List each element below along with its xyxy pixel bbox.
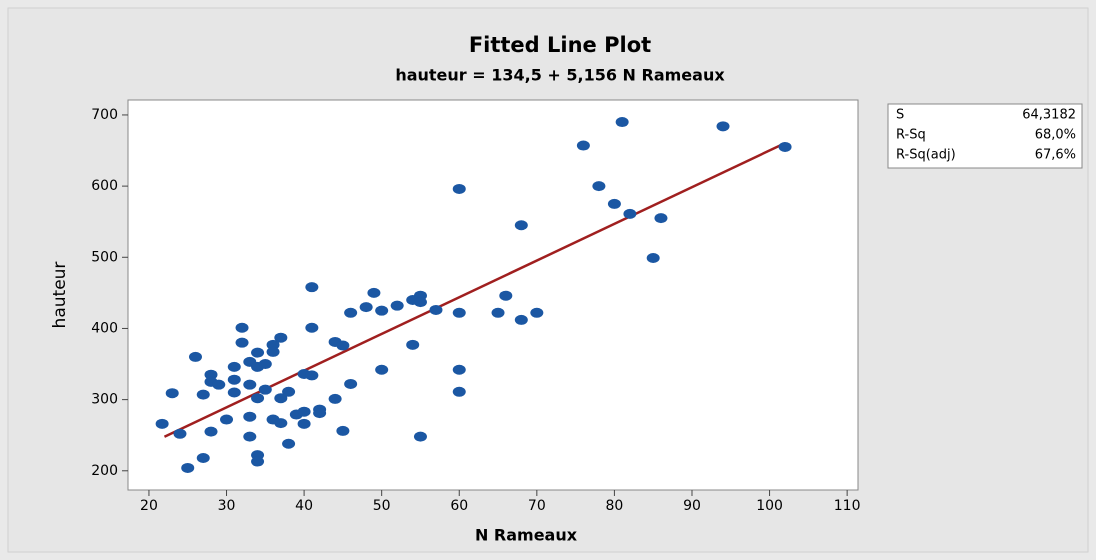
point xyxy=(530,307,544,318)
point xyxy=(375,364,389,375)
point xyxy=(196,389,210,400)
point xyxy=(413,297,427,308)
point xyxy=(227,387,241,398)
point xyxy=(251,393,265,404)
point xyxy=(235,337,249,348)
point xyxy=(592,181,606,192)
point xyxy=(297,418,311,429)
point xyxy=(274,393,288,404)
point xyxy=(313,408,327,419)
point xyxy=(235,322,249,333)
point xyxy=(297,406,311,417)
point xyxy=(188,351,202,362)
point xyxy=(452,386,466,397)
point xyxy=(413,431,427,442)
chart-title: Fitted Line Plot xyxy=(469,33,651,57)
y-tick-label: 400 xyxy=(91,320,118,336)
point xyxy=(452,183,466,194)
y-tick-label: 300 xyxy=(91,392,118,408)
point xyxy=(155,418,169,429)
point xyxy=(375,305,389,316)
stat-name: R-Sq xyxy=(896,128,926,143)
point xyxy=(654,213,668,224)
x-tick-label: 90 xyxy=(683,498,701,514)
y-tick-label: 700 xyxy=(91,107,118,123)
point xyxy=(220,414,234,425)
point xyxy=(514,314,528,325)
y-tick-label: 500 xyxy=(91,249,118,265)
point xyxy=(266,346,280,357)
point xyxy=(406,339,420,350)
point xyxy=(452,364,466,375)
point xyxy=(499,290,513,301)
stat-value: 64,3182 xyxy=(1022,108,1076,123)
point xyxy=(716,121,730,132)
point xyxy=(390,300,404,311)
x-tick-label: 50 xyxy=(373,498,391,514)
point xyxy=(491,307,505,318)
point xyxy=(196,452,210,463)
stat-name: R-Sq(adj) xyxy=(896,148,956,163)
stats-box xyxy=(887,103,1083,169)
point xyxy=(607,198,621,209)
point xyxy=(173,428,187,439)
point xyxy=(258,359,272,370)
x-tick-label: 40 xyxy=(295,498,313,514)
chart-subtitle: hauteur = 134,5 + 5,156 N Rameaux xyxy=(395,66,725,85)
point xyxy=(243,379,257,390)
point xyxy=(336,425,350,436)
point xyxy=(336,340,350,351)
point xyxy=(344,307,358,318)
y-axis-label: hauteur xyxy=(50,262,70,329)
point xyxy=(274,418,288,429)
point xyxy=(367,287,381,298)
point xyxy=(227,374,241,385)
point xyxy=(359,302,373,313)
point xyxy=(623,208,637,219)
point xyxy=(251,347,265,358)
point xyxy=(305,282,319,293)
x-tick-label: 70 xyxy=(528,498,546,514)
point xyxy=(305,370,319,381)
point xyxy=(251,456,265,467)
point xyxy=(274,332,288,343)
point xyxy=(778,141,792,152)
point xyxy=(615,117,629,128)
x-tick-label: 80 xyxy=(605,498,623,514)
point xyxy=(165,388,179,399)
point xyxy=(258,384,272,395)
x-axis-label: N Rameaux xyxy=(475,526,578,545)
point xyxy=(243,431,257,442)
point xyxy=(212,379,226,390)
point xyxy=(282,386,296,397)
point xyxy=(305,322,319,333)
y-tick-label: 600 xyxy=(91,178,118,194)
point xyxy=(646,252,660,263)
point xyxy=(227,361,241,372)
point xyxy=(243,411,257,422)
point xyxy=(266,339,280,350)
point xyxy=(204,426,218,437)
x-tick-label: 20 xyxy=(140,498,158,514)
stat-value: 68,0% xyxy=(1035,128,1076,143)
point xyxy=(514,220,528,231)
x-tick-label: 60 xyxy=(450,498,468,514)
point xyxy=(576,140,590,151)
y-tick-label: 200 xyxy=(91,463,118,479)
x-tick-label: 110 xyxy=(834,498,861,514)
point xyxy=(204,369,218,380)
point xyxy=(452,307,466,318)
x-tick-label: 30 xyxy=(218,498,236,514)
stat-value: 67,6% xyxy=(1035,148,1076,163)
point xyxy=(181,462,195,473)
point xyxy=(429,304,443,315)
point xyxy=(282,438,296,449)
stat-name: S xyxy=(896,108,904,123)
point xyxy=(344,378,358,389)
x-tick-label: 100 xyxy=(756,498,783,514)
point xyxy=(328,393,342,404)
plot-area xyxy=(127,99,859,491)
